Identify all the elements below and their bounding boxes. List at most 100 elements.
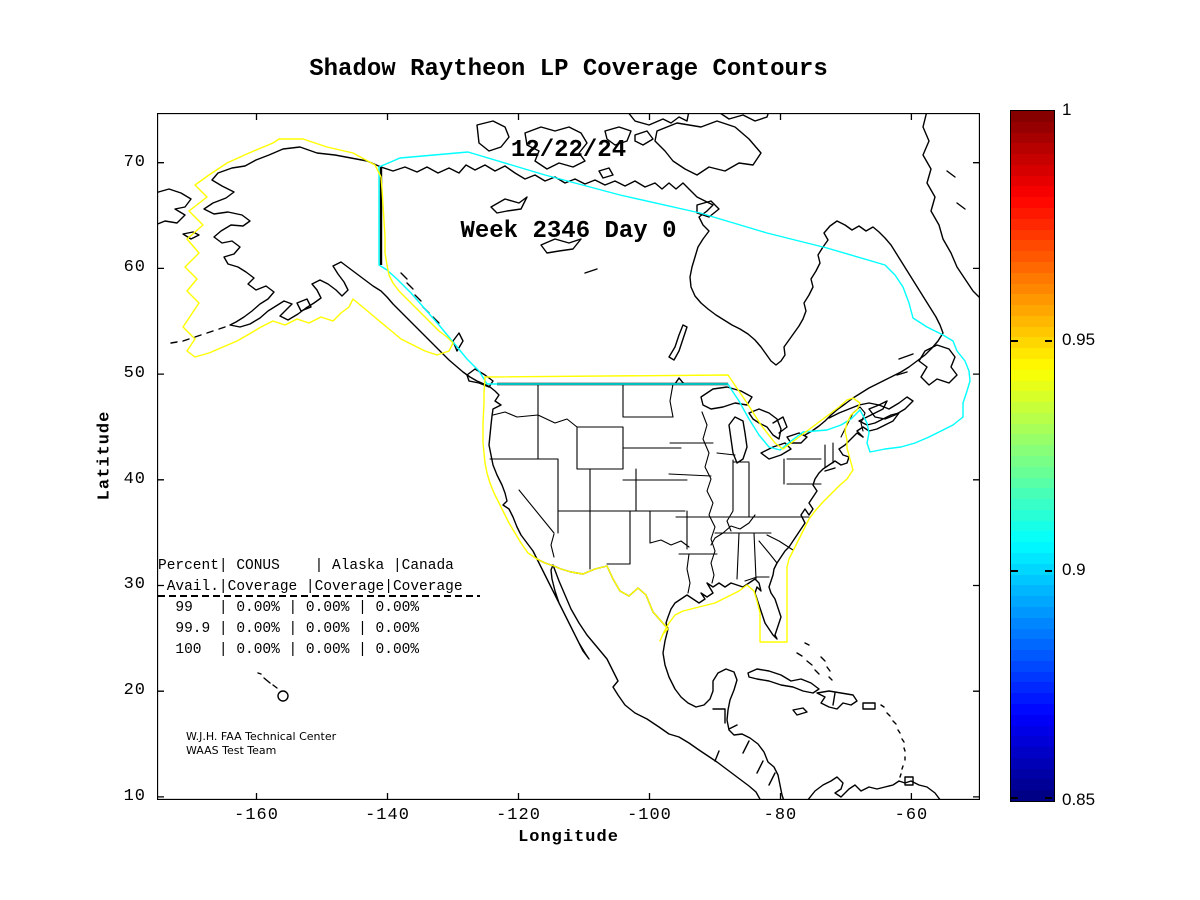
colorbar-band: [1011, 391, 1054, 403]
colorbar-band: [1011, 768, 1054, 780]
colorbar-tick: [1011, 797, 1018, 799]
colorbar-band: [1011, 585, 1054, 597]
y-tick-label-3: 40: [123, 469, 146, 489]
colorbar-band: [1011, 423, 1054, 435]
lake-erie: [760, 442, 792, 460]
hispaniola: [816, 690, 858, 710]
colorbar-band: [1011, 747, 1054, 758]
hawaii-layer: [257, 672, 289, 702]
x-tick-label-2: -120: [496, 806, 541, 825]
colorbar-band: [1011, 164, 1054, 176]
colorbar-band: [1011, 703, 1054, 715]
colorbar-band: [1011, 305, 1054, 316]
x-tick-label-3: -100: [627, 806, 672, 825]
colorbar-band: [1011, 337, 1054, 349]
state-borders-south-east: [714, 406, 866, 582]
colorbar-band: [1011, 617, 1054, 629]
colorbar-band: [1011, 574, 1054, 586]
colorbar-band: [1011, 111, 1054, 122]
colorbar-band: [1011, 240, 1054, 252]
colorbar-band: [1011, 229, 1054, 241]
title-line-1: Shadow Raytheon LP Coverage Contours: [309, 56, 828, 83]
colorbar-label-1: 0.95: [1062, 330, 1096, 349]
colorbar-band: [1011, 650, 1054, 661]
axes-box: [157, 113, 980, 800]
lake-winnipeg: [668, 324, 688, 361]
colorbar-band: [1011, 445, 1054, 456]
newfoundland-island: [918, 344, 958, 386]
colorbar-band: [1011, 272, 1054, 284]
availability-table: Percent| CONUS | Alaska |Canada Avail.|C…: [158, 556, 480, 661]
colorbar-band: [1011, 639, 1054, 651]
lake-huron: [748, 408, 782, 440]
colorbar-band: [1011, 218, 1054, 230]
colorbar-band: [1011, 736, 1054, 748]
colorbar-label-2: 0.9: [1062, 560, 1086, 579]
long-island: [824, 467, 836, 472]
lake-michigan: [728, 416, 748, 464]
great-slave-lake: [540, 238, 582, 254]
availability-table-line-1: Avail.|Coverage |Coverage|Coverage: [158, 579, 463, 595]
king-william-island: [598, 167, 614, 179]
kodiak-island: [296, 298, 312, 312]
colorbar-band: [1011, 186, 1054, 198]
lake-athabasca: [584, 268, 598, 274]
caribbean-layer: [712, 642, 942, 800]
colorbar-band: [1011, 606, 1054, 618]
canada-coverage-contour: [378, 151, 971, 453]
colorbar-band: [1011, 154, 1054, 165]
x-tick-label-1: -140: [365, 806, 410, 825]
colorbar-label-3: 0.85: [1062, 790, 1096, 809]
jamaica: [792, 707, 808, 716]
central-america-borders: [712, 708, 776, 786]
colorbar-band: [1011, 477, 1054, 489]
chukotka-coastline: [157, 188, 192, 225]
y-tick-label-0: 70: [123, 152, 146, 172]
colorbar-band: [1011, 542, 1054, 554]
coverage-contours-layer: [182, 138, 971, 643]
credit-annotation: W.J.H. FAA Technical Center WAAS Test Te…: [186, 730, 336, 757]
colorbar-band: [1011, 208, 1054, 219]
colorbar-band: [1011, 121, 1054, 133]
y-tick-label-1: 60: [123, 258, 146, 278]
southampton-island: [696, 200, 720, 218]
y-tick-label-5: 20: [123, 681, 146, 701]
prince-of-wales-island: [634, 130, 654, 146]
colorbar-band: [1011, 326, 1054, 338]
haida-gwaii: [452, 332, 464, 352]
colorbar-band: [1011, 693, 1054, 704]
pacific-coastline: [203, 146, 762, 800]
colorbar-band: [1011, 251, 1054, 262]
colorbar-tick: [1045, 570, 1052, 572]
colorbar-band: [1011, 412, 1054, 424]
x-axis-title: Longitude: [518, 828, 619, 847]
hispaniola-border: [832, 692, 836, 706]
colorbar-tick: [1045, 797, 1052, 799]
greenland-fjord: [946, 170, 966, 210]
south-america-coastline: [806, 776, 942, 800]
colorbar-band: [1011, 132, 1054, 144]
colorbar-label-0: 1: [1062, 100, 1072, 119]
colorbar-band: [1011, 197, 1054, 209]
prince-edward-island: [896, 371, 908, 376]
colorbar-band: [1011, 466, 1054, 478]
islands-layer: [170, 113, 980, 472]
x-tick-label-5: -60: [894, 806, 929, 825]
aleutian-islands: [170, 326, 226, 344]
colorbar-band: [1011, 369, 1054, 381]
state-borders-layer: [489, 383, 866, 594]
y-tick-label-2: 50: [123, 364, 146, 384]
tick-marks: [157, 113, 980, 800]
devon-island: [627, 113, 690, 126]
colorbar-band: [1011, 358, 1054, 370]
title-line-2: 12/22/24: [510, 137, 627, 164]
availability-table-line-4: 100 | 0.00% | 0.00% | 0.00%: [158, 642, 420, 658]
bahamas: [796, 642, 833, 681]
y-tick-label-4: 30: [123, 575, 146, 595]
colorbar-band: [1011, 757, 1054, 769]
colorbar-band: [1011, 531, 1054, 543]
somerset-island: [604, 126, 632, 146]
atlantic-gulf-coastline: [665, 432, 864, 640]
colorbar-band: [1011, 671, 1054, 683]
lake-of-the-woods: [674, 377, 685, 385]
